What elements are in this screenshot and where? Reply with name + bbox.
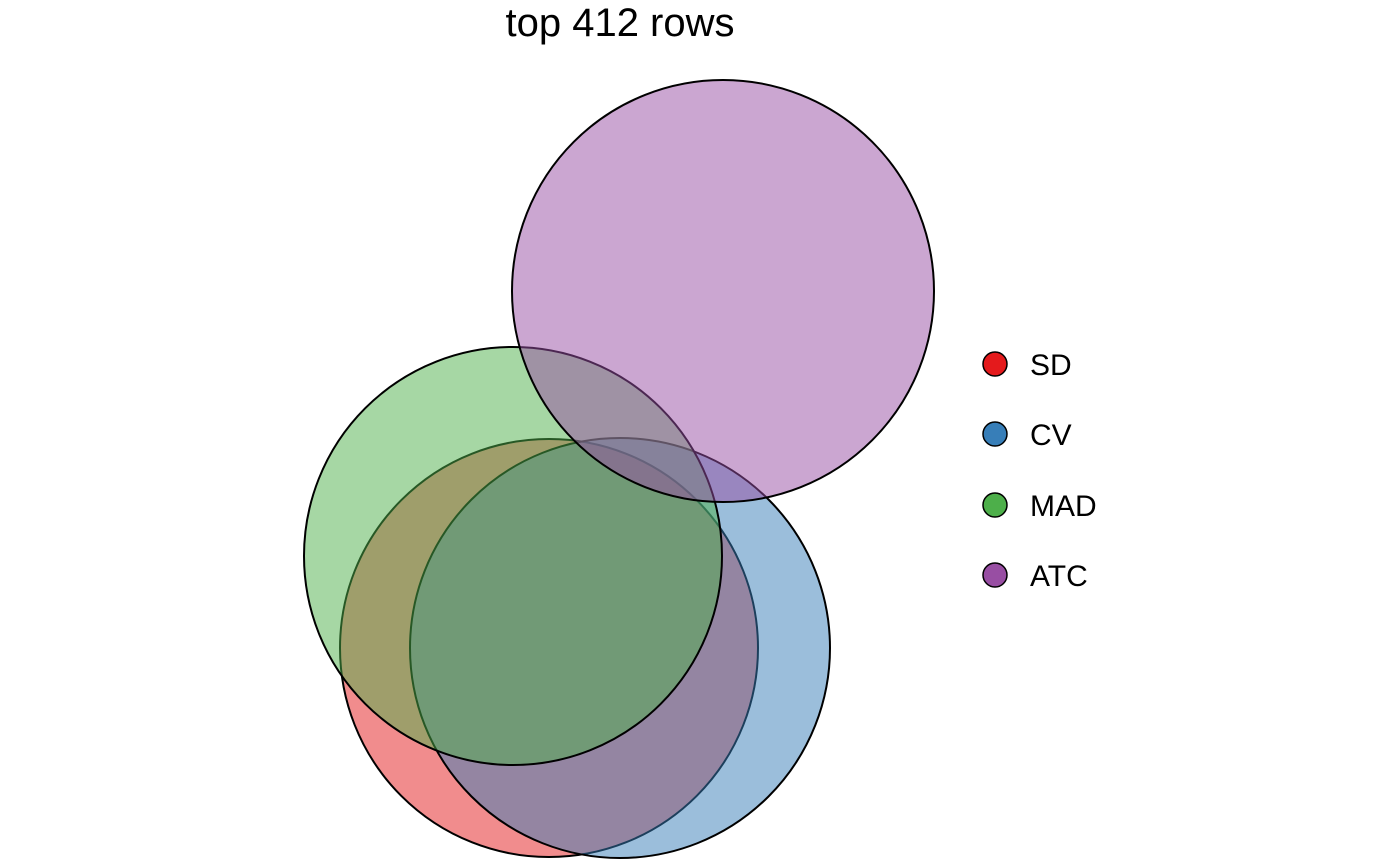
legend-label-sd: SD [1030,349,1072,382]
legend-item-sd: SD [982,349,1072,382]
legend-swatch-cv [982,421,1008,447]
legend-swatch-sd [982,351,1008,377]
set-circle-atc [511,79,935,503]
diagram-title: top 412 rows [505,1,734,45]
legend-label-mad: MAD [1030,490,1097,523]
venn-circles [303,79,935,859]
legend-item-atc: ATC [982,560,1088,593]
legend: SD CV MAD ATC [982,349,1097,593]
legend-item-cv: CV [982,419,1072,452]
legend-label-cv: CV [1030,419,1072,452]
legend-item-mad: MAD [982,490,1097,523]
legend-label-atc: ATC [1030,560,1088,593]
legend-swatch-atc [982,562,1008,588]
legend-swatch-mad [982,492,1008,518]
